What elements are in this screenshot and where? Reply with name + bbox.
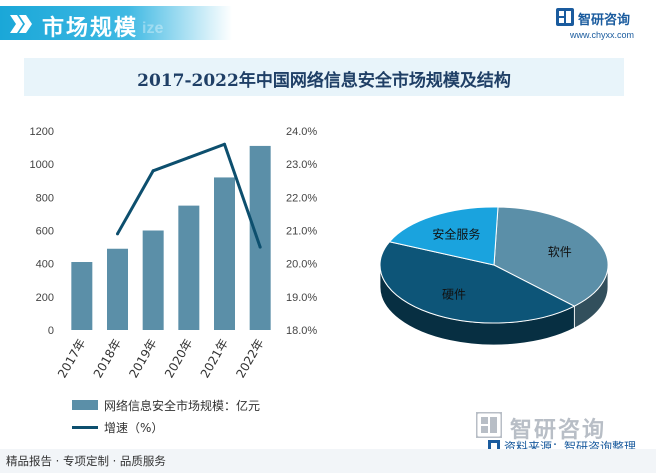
bar	[178, 205, 200, 330]
chevrons-icon	[10, 15, 32, 33]
brand-name: 智研咨询	[578, 13, 631, 28]
growth-point	[223, 142, 226, 146]
right-tick-label: 20.0%	[286, 259, 317, 271]
x-tick-label: 2020年	[162, 337, 195, 381]
chart-title-band: 2017-2022年中国网络信息安全市场规模及结构	[24, 58, 624, 96]
bar	[249, 145, 271, 330]
legend-label-bar: 网络信息安全市场规模：亿元	[104, 399, 261, 413]
pie-slice	[379, 241, 576, 324]
brand-url[interactable]: www.chyxx.com	[570, 30, 635, 40]
growth-line-series	[116, 142, 262, 249]
right-axis: 18.0% 19.0% 20.0% 21.0% 22.0% 23.0% 24.0%	[286, 126, 317, 337]
left-tick-label: 400	[36, 259, 54, 271]
x-tick-label: 2018年	[91, 337, 124, 381]
bar-series	[71, 145, 271, 330]
growth-point	[187, 156, 191, 160]
left-tick-label: 0	[48, 325, 54, 337]
x-axis: 2017年 2018年 2019年 2020年 2021年 2022年	[55, 337, 267, 381]
pie-label: 安全服务	[432, 227, 480, 242]
footer-brand-name: 智研咨询	[510, 418, 607, 443]
pie-slice	[388, 206, 499, 266]
legend-swatch-line	[72, 426, 98, 429]
section-title: 市场规模	[42, 16, 139, 41]
section-title-ghost: ize	[142, 20, 164, 37]
left-tick-label: 1000	[30, 159, 54, 171]
chart-title: 2017-2022年中国网络信息安全市场规模及结构	[137, 71, 511, 91]
pie-label: 硬件	[442, 288, 466, 302]
left-tick-label: 600	[36, 226, 54, 238]
x-tick-label: 2017年	[55, 337, 88, 381]
right-tick-label: 18.0%	[286, 325, 317, 337]
bar	[71, 262, 93, 330]
footer-bar	[0, 449, 656, 473]
growth-point	[116, 232, 119, 236]
brand-logo-icon	[556, 8, 574, 26]
bar	[214, 177, 235, 330]
right-tick-label: 22.0%	[286, 192, 317, 204]
legend-swatch-bar	[72, 400, 98, 410]
right-tick-label: 21.0%	[286, 226, 317, 238]
header-tab: 市场规模 ize	[0, 6, 232, 41]
left-tick-label: 800	[36, 192, 54, 204]
footer-tagline: 精品报告 · 专项定制 · 品质服务	[6, 454, 166, 468]
left-tick-label: 1200	[30, 126, 54, 138]
page-header: 市场规模 ize 智研咨询 www.chyxx.com	[0, 0, 656, 46]
left-tick-label: 200	[36, 292, 54, 304]
x-tick-label: 2019年	[126, 337, 159, 381]
left-axis: 0 200 400 600 800 1000 1200	[30, 126, 54, 337]
growth-point	[258, 245, 262, 249]
right-tick-label: 24.0%	[286, 126, 317, 138]
right-tick-label: 23.0%	[286, 159, 317, 171]
right-tick-label: 19.0%	[286, 292, 317, 304]
x-tick-label: 2021年	[198, 337, 231, 381]
legend-label-line: 增速（%）	[104, 421, 164, 435]
growth-point	[151, 169, 155, 173]
pie-slice	[493, 206, 609, 307]
x-tick-label: 2022年	[233, 337, 266, 381]
bar	[142, 230, 164, 330]
footer-brand-logo-icon	[476, 412, 502, 438]
bar	[107, 248, 128, 330]
pie-label: 软件	[548, 245, 572, 259]
